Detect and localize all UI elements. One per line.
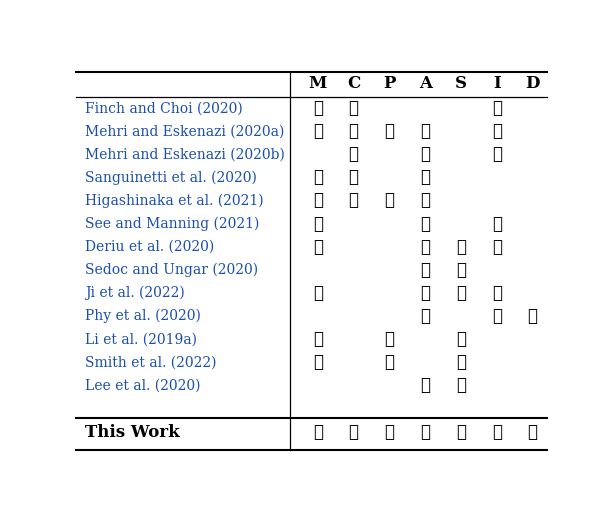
Text: ✓: ✓: [420, 169, 430, 186]
Text: M: M: [308, 75, 327, 92]
Text: ✓: ✓: [313, 100, 323, 117]
Text: ✓: ✓: [420, 285, 430, 302]
Text: ✓: ✓: [492, 238, 502, 255]
Text: Sedoc and Ungar (2020): Sedoc and Ungar (2020): [85, 263, 258, 277]
Text: ✓: ✓: [313, 216, 323, 233]
Text: ✓: ✓: [492, 424, 502, 441]
Text: ✓: ✓: [313, 169, 323, 186]
Text: ✓: ✓: [420, 377, 430, 394]
Text: Higashinaka et al. (2021): Higashinaka et al. (2021): [85, 194, 264, 208]
Text: ✓: ✓: [348, 147, 359, 164]
Text: ✓: ✓: [348, 192, 359, 209]
Text: ✓: ✓: [384, 192, 395, 209]
Text: ✓: ✓: [420, 238, 430, 255]
Text: ✓: ✓: [456, 262, 466, 279]
Text: ✓: ✓: [528, 424, 537, 441]
Text: ✓: ✓: [384, 123, 395, 140]
Text: Mehri and Eskenazi (2020b): Mehri and Eskenazi (2020b): [85, 148, 285, 162]
Text: P: P: [383, 75, 396, 92]
Text: ✓: ✓: [456, 377, 466, 394]
Text: ✓: ✓: [456, 424, 466, 441]
Text: ✓: ✓: [420, 216, 430, 233]
Text: ✓: ✓: [420, 424, 430, 441]
Text: ✓: ✓: [420, 262, 430, 279]
Text: ✓: ✓: [313, 238, 323, 255]
Text: ✓: ✓: [420, 192, 430, 209]
Text: ✓: ✓: [456, 354, 466, 371]
Text: ✓: ✓: [456, 238, 466, 255]
Text: ✓: ✓: [313, 123, 323, 140]
Text: ✓: ✓: [348, 123, 359, 140]
Text: ✓: ✓: [348, 424, 359, 441]
Text: ✓: ✓: [348, 169, 359, 186]
Text: A: A: [419, 75, 432, 92]
Text: ✓: ✓: [313, 424, 323, 441]
Text: ✓: ✓: [492, 285, 502, 302]
Text: Phy et al. (2020): Phy et al. (2020): [85, 309, 201, 324]
Text: This Work: This Work: [85, 424, 180, 441]
Text: S: S: [455, 75, 467, 92]
Text: I: I: [493, 75, 500, 92]
Text: ✓: ✓: [492, 216, 502, 233]
Text: ✓: ✓: [313, 331, 323, 348]
Text: ✓: ✓: [384, 354, 395, 371]
Text: ✓: ✓: [313, 192, 323, 209]
Text: Li et al. (2019a): Li et al. (2019a): [85, 332, 198, 346]
Text: Mehri and Eskenazi (2020a): Mehri and Eskenazi (2020a): [85, 125, 285, 139]
Text: ✓: ✓: [492, 147, 502, 164]
Text: ✓: ✓: [313, 354, 323, 371]
Text: Deriu et al. (2020): Deriu et al. (2020): [85, 240, 215, 254]
Text: D: D: [525, 75, 540, 92]
Text: ✓: ✓: [313, 285, 323, 302]
Text: ✓: ✓: [348, 100, 359, 117]
Text: ✓: ✓: [420, 308, 430, 325]
Text: Smith et al. (2022): Smith et al. (2022): [85, 356, 217, 369]
Text: ✓: ✓: [420, 147, 430, 164]
Text: ✓: ✓: [492, 308, 502, 325]
Text: ✓: ✓: [456, 331, 466, 348]
Text: ✓: ✓: [528, 308, 537, 325]
Text: ✓: ✓: [456, 285, 466, 302]
Text: Lee et al. (2020): Lee et al. (2020): [85, 378, 201, 392]
Text: C: C: [347, 75, 360, 92]
Text: ✓: ✓: [384, 331, 395, 348]
Text: ✓: ✓: [420, 123, 430, 140]
Text: See and Manning (2021): See and Manning (2021): [85, 217, 260, 231]
Text: Ji et al. (2022): Ji et al. (2022): [85, 286, 185, 300]
Text: ✓: ✓: [492, 123, 502, 140]
Text: Sanguinetti et al. (2020): Sanguinetti et al. (2020): [85, 171, 257, 185]
Text: ✓: ✓: [384, 424, 395, 441]
Text: ✓: ✓: [492, 100, 502, 117]
Text: Finch and Choi (2020): Finch and Choi (2020): [85, 102, 243, 116]
